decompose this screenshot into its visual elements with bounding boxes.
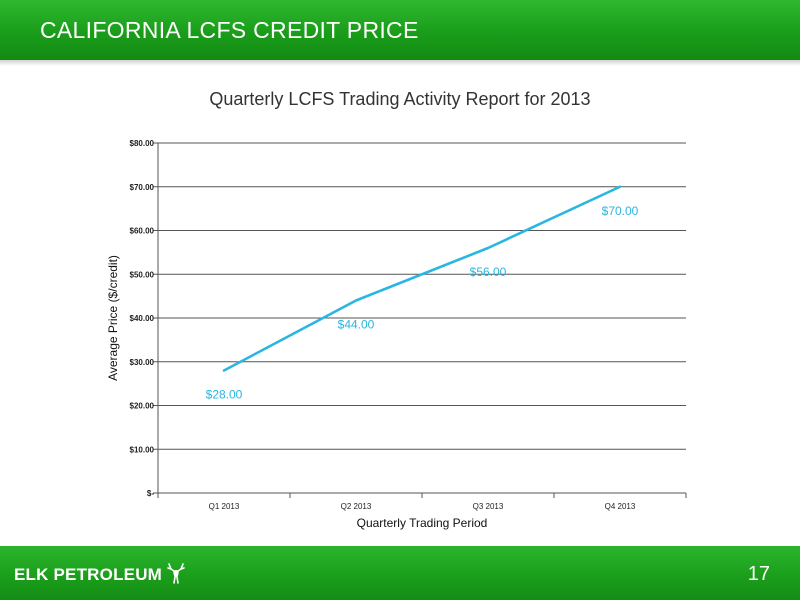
header-shadow: [0, 60, 800, 66]
chart-series: [222, 185, 622, 372]
y-tick-label: $70.00: [130, 183, 155, 192]
slide-title: CALIFORNIA LCFS CREDIT PRICE: [40, 17, 419, 43]
series-line: [222, 185, 622, 372]
y-tick-label: $10.00: [130, 445, 155, 454]
x-tick-label: Q4 2013: [605, 502, 636, 511]
x-axis-title: Quarterly Trading Period: [357, 516, 488, 530]
chart-gridlines: [158, 142, 686, 450]
data-label: $70.00: [602, 204, 639, 218]
data-label: $56.00: [470, 265, 507, 279]
chart-labels: $28.00 $44.00 $56.00 $70.00: [206, 204, 639, 402]
header-bar: CALIFORNIA LCFS CREDIT PRICE: [0, 0, 800, 60]
y-tick-label: $20.00: [130, 402, 155, 411]
x-tick-label: Q3 2013: [473, 502, 504, 511]
footer-bar: ELK PETROLEUM 17: [0, 546, 800, 600]
data-label: $28.00: [206, 388, 243, 402]
company-logo: ELK PETROLEUM: [14, 562, 187, 589]
logo-text: ELK PETROLEUM: [14, 565, 163, 584]
x-tick-label: Q2 2013: [341, 502, 372, 511]
y-tick-label: $60.00: [130, 227, 155, 236]
elk-icon: [165, 562, 187, 589]
y-tick-label: $-: [147, 489, 154, 498]
y-tick-label: $40.00: [130, 314, 155, 323]
y-tick-label: $80.00: [130, 139, 155, 148]
x-tick-label: Q1 2013: [209, 502, 240, 511]
y-tick-label: $30.00: [130, 358, 155, 367]
data-label: $44.00: [338, 318, 375, 332]
y-axis-title: Average Price ($/credit): [106, 255, 120, 381]
y-tick-label: $50.00: [130, 270, 155, 279]
chart-title: Quarterly LCFS Trading Activity Report f…: [209, 89, 591, 109]
chart-axes: $- $10.00 $20.00 $30.00 $40.00 $50.00 $60.00 $7…: [106, 139, 687, 530]
page-number: 17: [747, 563, 770, 585]
